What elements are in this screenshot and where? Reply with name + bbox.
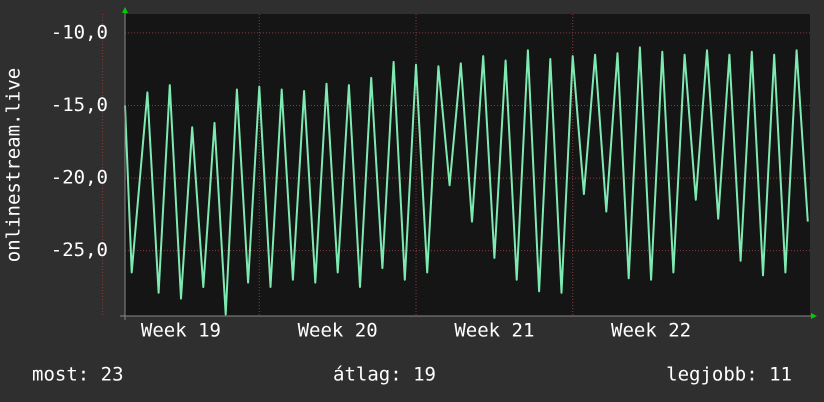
grid [102, 14, 810, 316]
footer-best: legjobb: 11 [666, 364, 792, 386]
data-line [124, 46, 809, 316]
marks [124, 46, 809, 316]
y-arrow [122, 7, 128, 13]
footer-current: most: 23 [32, 364, 124, 386]
x-tick-label: Week 22 [611, 320, 691, 342]
x-tick-label: Week 20 [298, 320, 378, 342]
x-arrow [811, 313, 817, 319]
y-axis-label: onlinestream.live [3, 68, 25, 262]
y-tick-label: -15,0 [51, 94, 108, 116]
y-tick-label: -25,0 [51, 239, 108, 261]
x-tick-label: Week 21 [454, 320, 534, 342]
footer-average: átlag: 19 [333, 364, 436, 386]
y-tick-label: -20,0 [51, 167, 108, 189]
y-tick-label: -10,0 [51, 21, 108, 43]
x-tick-label: Week 19 [141, 320, 221, 342]
